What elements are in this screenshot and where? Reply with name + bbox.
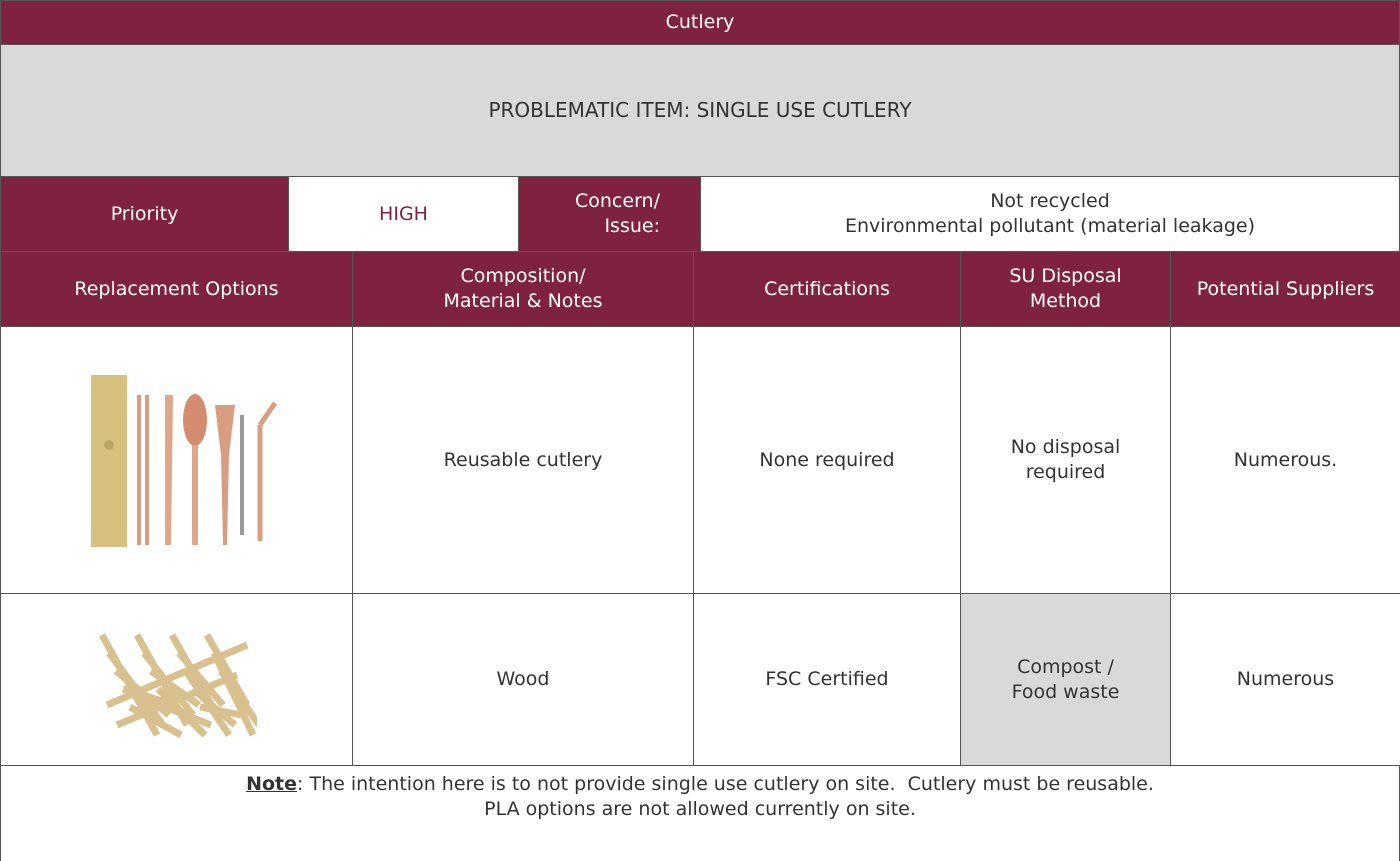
column-header: SU Disposal Method: [960, 251, 1171, 327]
cell-text: Reusable cutlery: [443, 448, 603, 471]
cell-text: Environmental pollutant (material leakag…: [844, 215, 1256, 237]
cell-text: Certifications: [764, 277, 890, 300]
note: Note: The intention here is to not provi…: [0, 765, 1400, 861]
column-header: Potential Suppliers: [1170, 251, 1400, 327]
cell-text: required: [1025, 461, 1106, 483]
cell-text: SU Disposal: [1009, 265, 1122, 287]
concern-label: Concern/Issue:: [518, 176, 701, 252]
table-cell: Compost / Food waste: [960, 593, 1171, 766]
concern-text: Not recycled Environmental pollutant (mat…: [700, 176, 1400, 252]
product-image: [0, 326, 353, 594]
table-cell: Reusable cutlery: [352, 326, 694, 594]
cell-text: Priority: [110, 202, 179, 225]
table-cell: Wood: [352, 593, 694, 766]
title-bar: Cutlery: [0, 0, 1400, 45]
cell-text: FSC Certified: [765, 668, 889, 690]
priority-value: HIGH: [288, 176, 519, 252]
column-header: Composition/Material & Notes: [352, 251, 694, 327]
note-label: Note: [246, 773, 298, 795]
priority-label: Priority: [0, 176, 289, 252]
cell-text: Composition/: [460, 265, 586, 287]
table-cell: None required: [693, 326, 961, 594]
cell-text: Numerous: [1236, 668, 1335, 690]
table-cell: FSC Certified: [693, 593, 961, 766]
problem-bar: PROBLEMATIC ITEM: SINGLE USE CUTLERY: [0, 44, 1400, 177]
table-cell: No disposal required: [960, 326, 1171, 594]
cell-text: Method: [1029, 290, 1102, 312]
cell-text: Cutlery: [665, 11, 735, 33]
cell-text: Food waste: [1011, 680, 1120, 703]
cell-text: Concern/: [575, 190, 660, 212]
cell-text: HIGH: [379, 202, 428, 225]
cell-text: Replacement Options: [74, 277, 279, 300]
cell-text: Potential Suppliers: [1196, 277, 1375, 300]
table-cell: Numerous: [1170, 593, 1400, 766]
cell-text: Material & Notes: [443, 290, 603, 312]
cell-text: PROBLEMATIC ITEM: SINGLE USE CUTLERY: [488, 98, 912, 122]
cell-text: Issue:: [604, 215, 660, 237]
column-header: Certifications: [693, 251, 961, 327]
wood-cutlery-image: [98, 632, 257, 738]
cell-text: Not recycled: [990, 190, 1110, 212]
note-line: PLA options are not allowed currently on…: [484, 798, 916, 820]
column-header: Replacement Options: [0, 251, 353, 327]
note-line: Note: The intention here is to not provi…: [246, 772, 1154, 797]
cutlery-image: [90, 375, 277, 547]
note-text: : The intention here is to not provide s…: [297, 773, 1154, 795]
cell-text: None required: [759, 448, 895, 471]
cell-text: No disposal: [1010, 436, 1121, 458]
table-cell: Numerous.: [1170, 326, 1400, 594]
cell-text: Wood: [496, 668, 550, 690]
product-image: [0, 593, 353, 766]
cell-text: Compost /: [1017, 655, 1114, 678]
cell-text: Numerous.: [1233, 448, 1338, 471]
